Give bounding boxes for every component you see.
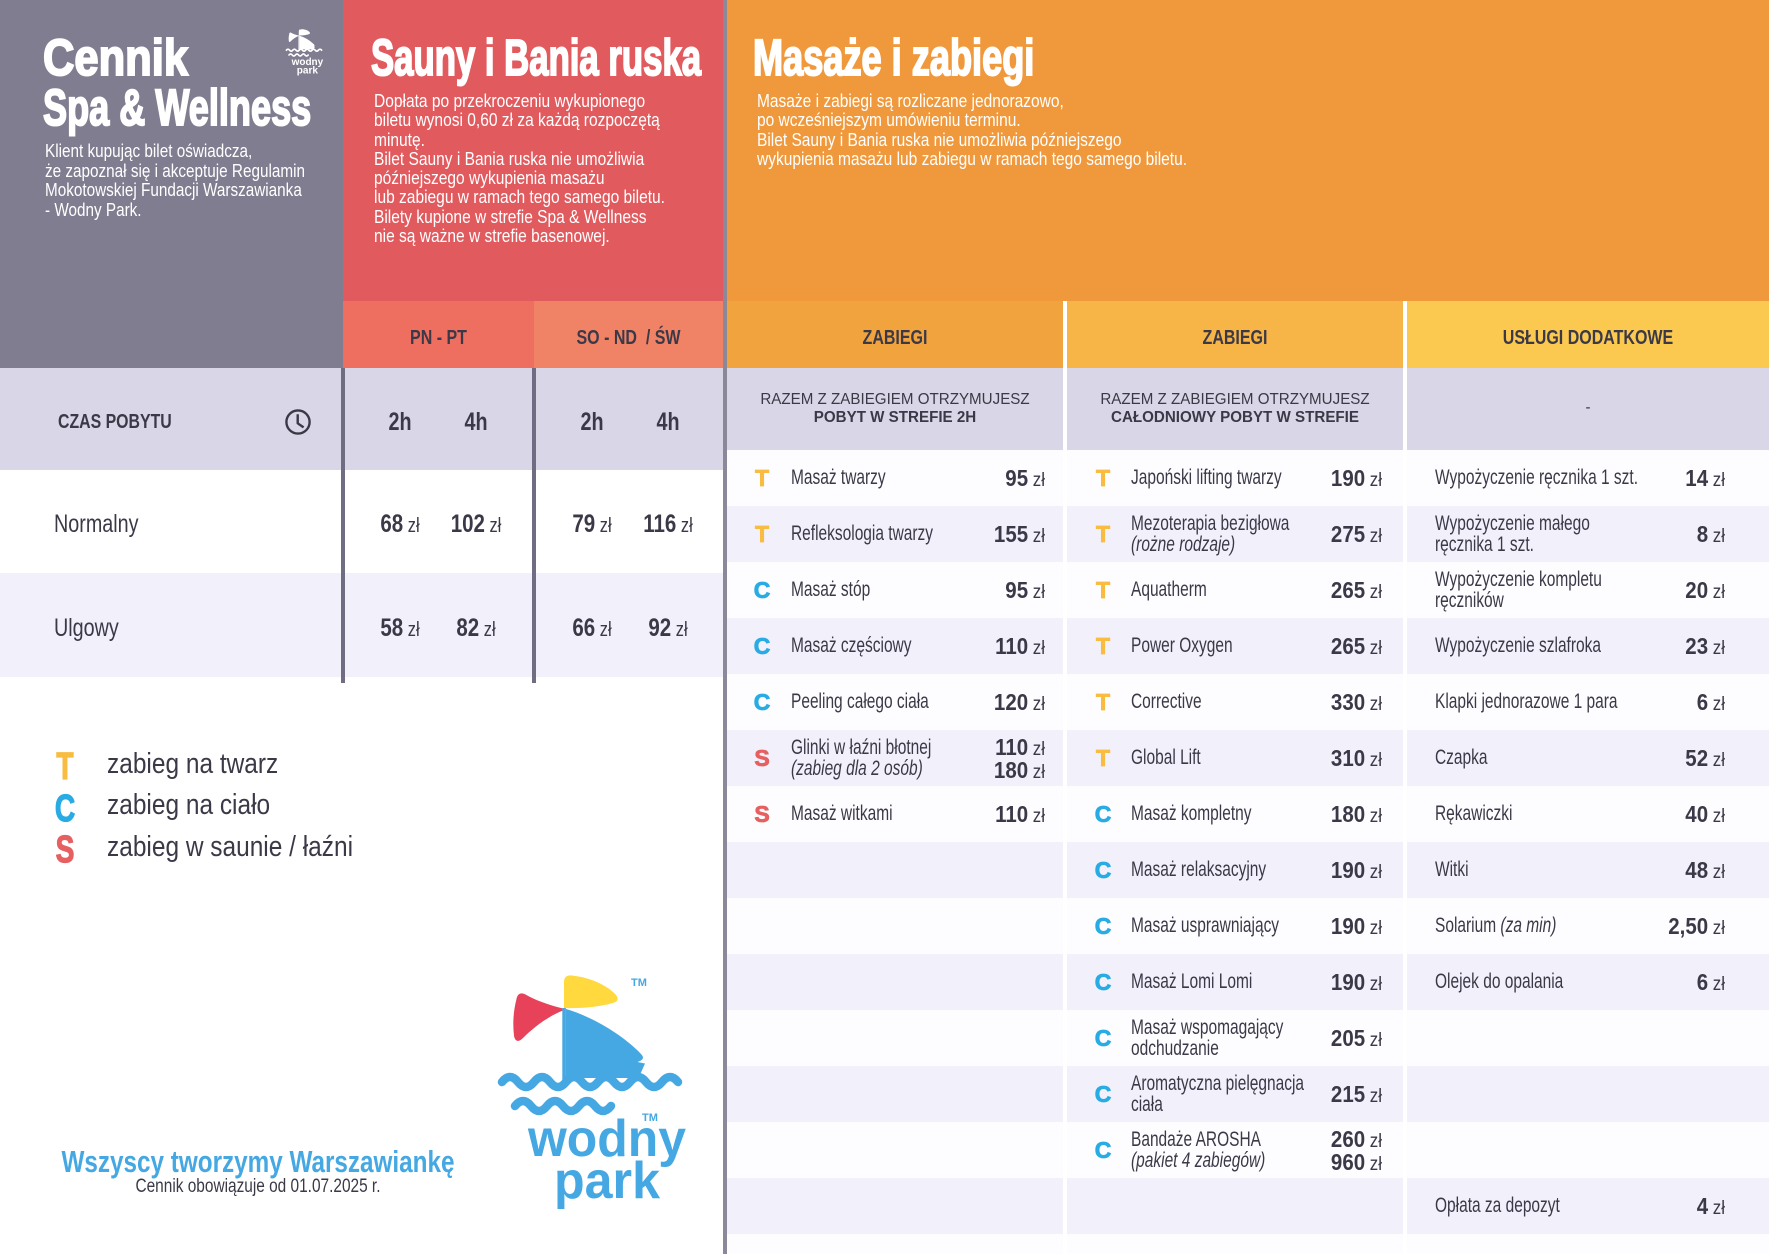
svg-text:wodny: wodny (291, 57, 324, 68)
svg-text:wodny: wodny (527, 1110, 686, 1168)
svg-text:TM: TM (631, 977, 647, 989)
svg-text:park: park (554, 1152, 660, 1210)
svg-text:TM: TM (642, 1112, 658, 1124)
svg-text:park: park (297, 65, 318, 76)
